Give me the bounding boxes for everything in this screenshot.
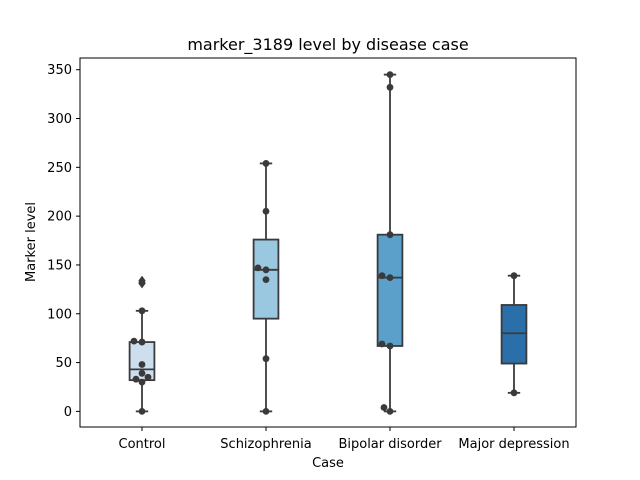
data-point	[510, 389, 518, 397]
data-point	[510, 272, 518, 280]
y-tick-label: 250	[47, 161, 72, 176]
y-tick-label: 50	[55, 356, 72, 371]
chart-title: marker_3189 level by disease case	[187, 35, 468, 55]
plot-layer	[128, 71, 528, 415]
data-point	[144, 373, 152, 381]
data-point	[378, 340, 386, 348]
plot-frame	[79, 57, 577, 428]
data-point	[138, 378, 146, 386]
y-tick-label: 0	[64, 405, 72, 420]
data-point	[132, 375, 140, 383]
data-point	[262, 266, 270, 274]
data-point	[262, 355, 270, 363]
x-tick-label: Schizophrenia	[220, 437, 311, 452]
x-tick-label: Bipolar disorder	[338, 437, 442, 452]
box-iqr	[500, 304, 528, 365]
box-group	[500, 274, 528, 394]
data-point	[262, 207, 270, 215]
data-point	[138, 407, 146, 415]
box-group	[252, 162, 280, 413]
y-axis-label: Marker level	[24, 202, 39, 282]
data-point	[130, 337, 138, 345]
x-tick-label: Control	[119, 437, 166, 452]
data-point	[138, 307, 146, 315]
data-point	[378, 272, 386, 280]
data-point	[138, 338, 146, 346]
box-iqr	[376, 233, 404, 347]
data-point	[386, 407, 394, 415]
data-point	[138, 369, 146, 377]
y-tick-label: 300	[47, 112, 72, 127]
data-point	[386, 71, 394, 78]
data-point	[386, 83, 394, 91]
y-tick-label: 150	[47, 258, 72, 273]
data-point	[262, 276, 270, 283]
data-point	[386, 274, 394, 282]
y-tick-label: 350	[47, 63, 72, 78]
data-point	[138, 279, 146, 286]
box-group	[376, 73, 404, 413]
y-tick-label: 200	[47, 210, 72, 225]
y-tick-label: 100	[47, 307, 72, 322]
data-point	[254, 264, 262, 272]
data-point	[380, 404, 388, 411]
data-point	[386, 231, 394, 239]
data-point	[138, 361, 146, 368]
x-axis-label: Case	[312, 456, 344, 471]
data-point	[262, 160, 270, 167]
data-point	[386, 342, 394, 350]
data-point	[262, 407, 270, 415]
x-tick-label: Major depression	[458, 437, 569, 452]
